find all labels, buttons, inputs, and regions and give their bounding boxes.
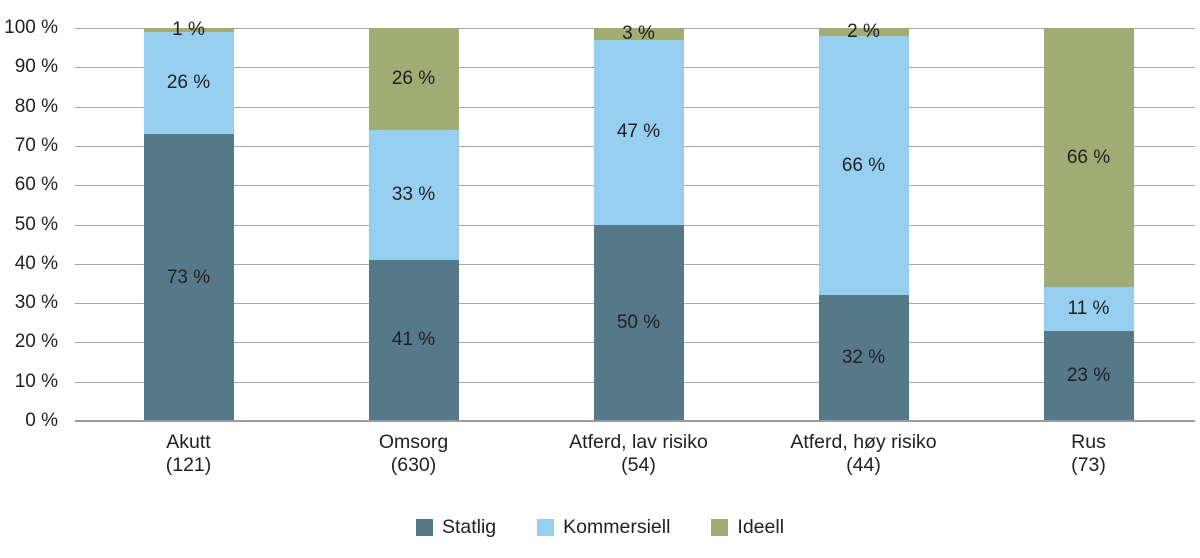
y-axis-tick-label: 50 % xyxy=(14,213,58,235)
segment-kommersiell: 47 % xyxy=(593,39,684,225)
bar-rus: 23 % 11 % 66 % xyxy=(1043,28,1134,421)
y-axis-tick-label: 100 % xyxy=(4,17,58,38)
category-name: Akutt xyxy=(166,431,211,453)
legend-label: Kommersiell xyxy=(563,516,671,538)
category-name: Rus xyxy=(1071,431,1106,453)
y-axis-tick-label: 90 % xyxy=(14,56,58,78)
category-name: Atferd, høy risiko xyxy=(790,431,937,453)
segment-value-label: 26 % xyxy=(391,68,436,90)
segment-value-label: 50 % xyxy=(616,311,661,333)
legend-item-kommersiell: Kommersiell xyxy=(537,516,670,539)
category-label: Rus (73) xyxy=(969,431,1200,477)
legend-label: Ideell xyxy=(737,516,785,538)
category-label: Atferd, høy risiko (44) xyxy=(744,431,984,477)
legend-item-ideell: Ideell xyxy=(711,516,784,539)
segment-value-label: 47 % xyxy=(616,121,661,143)
legend-swatch-icon xyxy=(537,519,555,536)
segment-statlig: 23 % xyxy=(1043,330,1134,421)
category-count: (121) xyxy=(165,454,212,476)
bar-akutt: 73 % 26 % 1 % xyxy=(143,19,234,421)
x-axis-baseline xyxy=(75,420,1195,422)
y-axis-tick-label: 70 % xyxy=(14,134,58,156)
y-axis-tick-label: 40 % xyxy=(14,252,58,274)
category-count: (73) xyxy=(1071,454,1106,476)
bar-atferd-lav-risiko: 50 % 47 % 3 % xyxy=(593,23,684,421)
segment-kommersiell: 11 % xyxy=(1043,287,1134,331)
category-count: (630) xyxy=(390,454,437,476)
category-name: Omsorg xyxy=(378,431,449,453)
segment-value-label: 3 % xyxy=(622,22,655,44)
segment-value-label: 73 % xyxy=(166,266,211,288)
segment-value-label: 2 % xyxy=(847,20,880,42)
segment-ideell: 66 % xyxy=(1043,28,1134,288)
legend-swatch-icon xyxy=(415,519,433,536)
segment-statlig: 73 % xyxy=(143,134,234,421)
y-axis: 0 % 10 % 20 % 30 % 40 % 50 % 60 % 70 % 80 % 90 % 1… xyxy=(0,0,58,558)
y-axis-tick-label: 80 % xyxy=(14,95,58,117)
segment-value-label: 41 % xyxy=(391,329,436,351)
segment-ideell: 26 % xyxy=(368,28,459,131)
segment-statlig: 32 % xyxy=(818,295,909,421)
y-axis-tick-label: 30 % xyxy=(14,292,58,314)
category-label: Atferd, lav risiko (54) xyxy=(519,431,759,477)
category-label: Omsorg (630) xyxy=(294,431,534,477)
y-axis-tick-label: 10 % xyxy=(14,370,58,392)
legend-label: Statlig xyxy=(441,516,497,538)
legend-item-statlig: Statlig xyxy=(415,516,497,539)
legend: Statlig Kommersiell Ideell xyxy=(0,516,1200,539)
category-label: Akutt (121) xyxy=(69,431,309,477)
segment-value-label: 33 % xyxy=(391,184,436,206)
segment-value-label: 66 % xyxy=(841,154,886,176)
y-axis-tick-label: 20 % xyxy=(14,331,58,353)
segment-kommersiell: 66 % xyxy=(818,35,909,296)
legend-swatch-icon xyxy=(711,519,729,536)
bar-omsorg: 41 % 33 % 26 % xyxy=(368,28,459,421)
category-name: Atferd, lav risiko xyxy=(569,431,708,453)
segment-value-label: 11 % xyxy=(1067,298,1110,320)
segment-value-label: 1 % xyxy=(172,18,205,40)
segment-value-label: 26 % xyxy=(166,72,211,94)
segment-kommersiell: 33 % xyxy=(368,130,459,260)
plot-area: 73 % 26 % 1 % 41 % 33 % 26 % 50 % 47 % 3 % 32 % 66… xyxy=(75,19,1195,422)
segment-value-label: 23 % xyxy=(1066,364,1111,386)
category-count: (54) xyxy=(621,454,656,476)
segment-statlig: 50 % xyxy=(593,224,684,421)
category-count: (44) xyxy=(846,454,881,476)
bar-atferd-h-y-risiko: 32 % 66 % 2 % xyxy=(818,21,909,421)
segment-ideell: 3 % xyxy=(593,23,684,44)
segment-value-label: 32 % xyxy=(841,347,886,369)
segment-statlig: 41 % xyxy=(368,259,459,421)
y-axis-tick-label: 0 % xyxy=(25,410,58,431)
segment-ideell: 1 % xyxy=(143,19,234,40)
segment-value-label: 66 % xyxy=(1066,146,1111,168)
segment-kommersiell: 26 % xyxy=(143,31,234,135)
segment-ideell: 2 % xyxy=(818,21,909,42)
y-axis-tick-label: 60 % xyxy=(14,174,58,196)
